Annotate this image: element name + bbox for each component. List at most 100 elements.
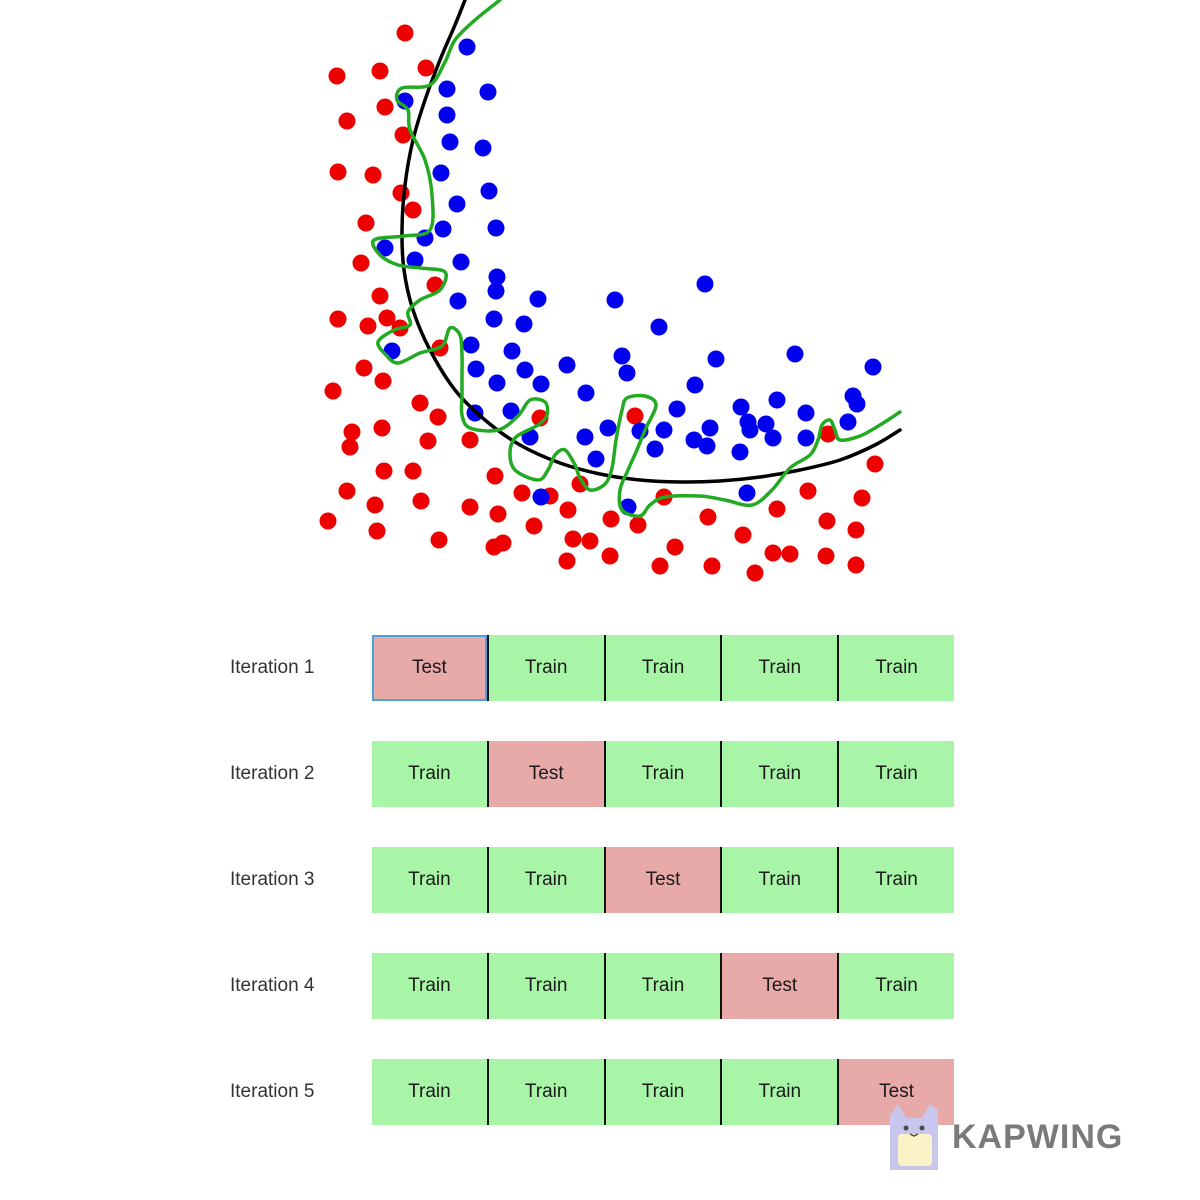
fold-cell[interactable]: Test	[603, 847, 721, 913]
class-a-point	[494, 534, 512, 552]
class-a-point	[564, 530, 582, 548]
class-b-point	[646, 440, 664, 458]
class-b-point	[698, 437, 716, 455]
class-a-point	[571, 475, 589, 493]
iteration-row-4: Train Train Train Test Train	[372, 953, 954, 1019]
class-b-point	[848, 395, 866, 413]
class-a-point	[411, 394, 429, 412]
class-b-point	[685, 431, 703, 449]
fold-cell[interactable]: Train	[603, 741, 721, 807]
fold-cell[interactable]: Train	[486, 635, 604, 701]
class-a-point	[703, 557, 721, 575]
class-b-point	[487, 282, 505, 300]
class-a-point	[513, 484, 531, 502]
class-a-point	[412, 492, 430, 510]
class-a-point	[666, 538, 684, 556]
class-a-point	[392, 184, 410, 202]
class-a-point	[651, 557, 669, 575]
fold-cell[interactable]: Train	[372, 847, 487, 913]
fold-cell[interactable]: Test	[486, 741, 604, 807]
class-a-point	[853, 489, 871, 507]
iteration-row-3: Train Train Test Train Train	[372, 847, 954, 913]
class-b-point	[480, 182, 498, 200]
class-a-point	[357, 214, 375, 232]
class-a-point	[341, 438, 359, 456]
class-b-point	[488, 374, 506, 392]
class-a-point	[404, 201, 422, 219]
class-a-point	[764, 544, 782, 562]
class-b-point	[487, 219, 505, 237]
fold-cell[interactable]: Train	[720, 635, 838, 701]
fold-cell[interactable]: Train	[603, 1059, 721, 1125]
class-b-point	[376, 239, 394, 257]
iteration-row-1: Test Train Train Train Train	[372, 635, 954, 701]
fold-cell[interactable]: Train	[720, 741, 838, 807]
class-b-point	[449, 292, 467, 310]
fold-cell[interactable]: Train	[837, 635, 954, 701]
class-b-point	[797, 404, 815, 422]
fold-cell[interactable]: Train	[720, 1059, 838, 1125]
class-a-point	[343, 423, 361, 441]
class-a-point	[699, 508, 717, 526]
class-a-point	[419, 432, 437, 450]
iteration-row-5: Train Train Train Train Test	[372, 1059, 954, 1125]
class-b-point	[502, 402, 520, 420]
fold-cell[interactable]: Train	[837, 741, 954, 807]
class-a-point	[847, 556, 865, 574]
class-a-point	[375, 462, 393, 480]
fold-cell[interactable]: Train	[837, 847, 954, 913]
class-a-point	[352, 254, 370, 272]
fold-cell[interactable]: Train	[486, 953, 604, 1019]
class-a-point	[368, 522, 386, 540]
class-a-point	[819, 425, 837, 443]
class-a-point	[417, 59, 435, 77]
class-b-point	[741, 421, 759, 439]
fold-cell[interactable]: Train	[720, 847, 838, 913]
class-a-point	[404, 462, 422, 480]
class-b-point	[618, 364, 636, 382]
class-a-point	[366, 496, 384, 514]
iteration-label: Iteration 2	[230, 763, 315, 784]
class-b-point	[488, 268, 506, 286]
class-b-point	[864, 358, 882, 376]
fold-cell[interactable]: Train	[372, 741, 487, 807]
kapwing-watermark: KAPWING	[886, 1098, 1156, 1170]
class-b-point	[606, 291, 624, 309]
class-a-point	[486, 467, 504, 485]
watermark-text: KAPWING	[952, 1118, 1124, 1156]
class-a-point	[866, 455, 884, 473]
class-b-point	[532, 488, 550, 506]
fold-cell[interactable]: Train	[603, 953, 721, 1019]
fold-cell[interactable]: Train	[372, 1059, 487, 1125]
fold-cell[interactable]: Train	[486, 1059, 604, 1125]
class-a-point	[359, 317, 377, 335]
iteration-label: Iteration 3	[230, 869, 315, 890]
fold-cell[interactable]: Train	[603, 635, 721, 701]
class-b-point	[655, 421, 673, 439]
smooth-decision-boundary	[400, 0, 902, 484]
class-b-point	[797, 429, 815, 447]
class-b-point	[764, 429, 782, 447]
class-b-point	[452, 253, 470, 271]
class-a-point	[338, 112, 356, 130]
class-a-point	[818, 512, 836, 530]
class-b-point	[701, 419, 719, 437]
class-a-point	[799, 482, 817, 500]
fold-cell[interactable]: Train	[486, 847, 604, 913]
class-a-point	[817, 547, 835, 565]
class-b-point	[686, 376, 704, 394]
class-a-point	[781, 545, 799, 563]
class-a-point	[461, 431, 479, 449]
fold-cell[interactable]: Train	[837, 953, 954, 1019]
class-b-point	[529, 290, 547, 308]
overfit-decision-boundary	[370, 0, 902, 518]
fold-cell[interactable]: Test	[720, 953, 838, 1019]
fold-cell[interactable]: Train	[372, 953, 487, 1019]
fold-cell[interactable]: Test	[372, 635, 487, 701]
class-b-point	[458, 38, 476, 56]
class-b-point	[707, 350, 725, 368]
class-a-point	[329, 310, 347, 328]
iteration-row-2: Train Test Train Train Train	[372, 741, 954, 807]
class-b-point	[577, 384, 595, 402]
